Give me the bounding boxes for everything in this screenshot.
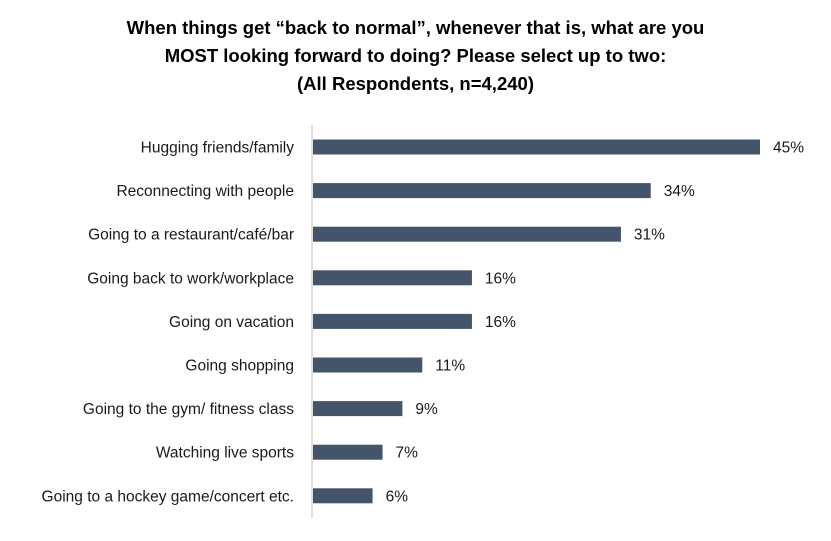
chart-title: When things get “back to normal”, whenev… (0, 14, 831, 98)
bar-group: Hugging friends/family 45% Reconnecting wi… (42, 139, 804, 505)
chart-title-line-2: MOST looking forward to doing? Please se… (164, 45, 667, 66)
data-label: 34% (664, 183, 695, 200)
chart-title-line-3: (All Respondents, n=4,240) (297, 73, 534, 94)
category-label: Going to a hockey game/concert etc. (42, 488, 294, 505)
data-label: 9% (415, 401, 438, 418)
bar (313, 357, 423, 373)
bar (313, 444, 383, 460)
bar (313, 313, 472, 329)
category-label: Hugging friends/family (141, 140, 295, 157)
category-label: Going shopping (185, 358, 294, 375)
data-label: 11% (435, 358, 465, 375)
data-label: 16% (485, 314, 516, 331)
category-label: Going to the gym/ fitness class (83, 401, 294, 418)
chart-title-line-1: When things get “back to normal”, whenev… (126, 17, 705, 38)
bar (313, 488, 373, 504)
data-label: 31% (634, 227, 665, 244)
bar (313, 401, 403, 417)
category-label: Watching live sports (156, 445, 294, 462)
data-label: 45% (773, 140, 804, 157)
bar (313, 139, 760, 155)
bar (313, 183, 651, 199)
bar (313, 270, 472, 286)
data-label: 7% (396, 445, 419, 462)
data-label: 6% (386, 488, 409, 505)
category-label: Going on vacation (169, 314, 294, 331)
bar (313, 226, 621, 242)
category-label: Going to a restaurant/café/bar (88, 227, 294, 244)
category-label: Reconnecting with people (116, 183, 294, 200)
category-label: Going back to work/workplace (87, 270, 294, 287)
data-label: 16% (485, 270, 516, 287)
